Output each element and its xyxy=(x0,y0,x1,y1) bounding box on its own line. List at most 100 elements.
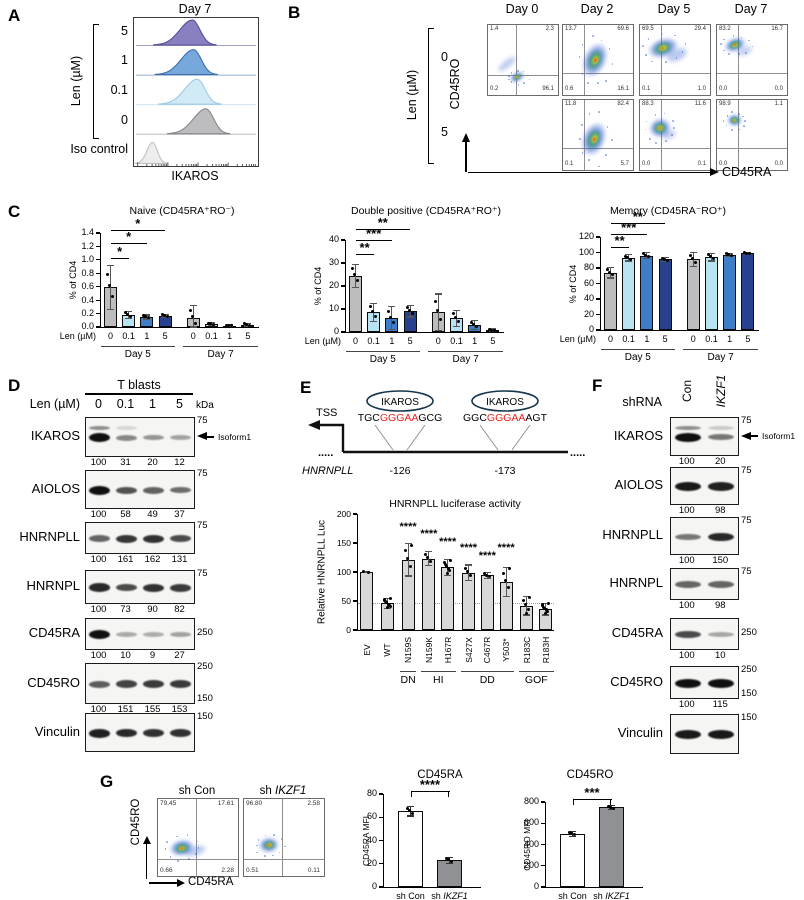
speckle xyxy=(726,115,729,117)
data-dot xyxy=(544,612,548,616)
data-dot xyxy=(193,321,197,325)
day-header: Day 0 xyxy=(505,2,539,16)
data-dot xyxy=(405,306,409,310)
quant-number: 131 xyxy=(171,554,188,565)
y-tick-label: 1.4 xyxy=(81,227,94,238)
speckle xyxy=(264,855,266,857)
error-cap xyxy=(363,571,370,574)
blot-hnrnpll xyxy=(670,517,739,555)
speckle xyxy=(720,43,722,45)
speckle xyxy=(751,45,754,48)
quant-number: 73 xyxy=(120,604,131,615)
sig-stars: **** xyxy=(497,542,515,555)
quad-value-bl: 0.0 xyxy=(719,161,728,167)
data-dot xyxy=(367,570,370,574)
diagram-text: ..... xyxy=(318,447,333,459)
y-tick-label: 0.0 xyxy=(81,321,94,332)
quad-value-tr: 2.3 xyxy=(545,26,554,32)
error-bar xyxy=(526,596,528,615)
error-cap xyxy=(607,266,614,268)
diagram-text: IKAROS xyxy=(381,397,419,408)
blot-vinculin xyxy=(670,714,739,754)
text-part: sh xyxy=(593,891,606,900)
bar xyxy=(604,272,617,330)
sig-line xyxy=(110,257,129,260)
data-dot xyxy=(542,605,546,609)
data-dot xyxy=(660,256,664,260)
y-tick-label: 0 xyxy=(333,326,339,337)
y-tick-label: 0 xyxy=(588,324,594,335)
data-dot xyxy=(607,804,610,808)
data-dot xyxy=(662,257,666,261)
kda-marker: 150 xyxy=(197,711,213,722)
flow-plot-b: 69.5 29.4 0.1 1.0 xyxy=(639,24,711,96)
y-tick-label: 200 xyxy=(336,508,351,519)
data-dot xyxy=(433,299,437,303)
kda-marker: 75 xyxy=(741,566,752,577)
sig-line xyxy=(610,247,629,249)
bar xyxy=(398,811,423,887)
quad-value-br: 16.1 xyxy=(617,86,629,92)
blot-cd45ra xyxy=(85,618,195,650)
data-dot xyxy=(408,809,411,813)
blot-row-label: Vinculin xyxy=(34,723,80,739)
sig-stars: * xyxy=(117,243,123,259)
x-tick-label: 0 xyxy=(107,331,114,341)
sig-stars: ** xyxy=(614,233,625,249)
sig-stars: * xyxy=(126,229,132,245)
speckle xyxy=(605,80,607,82)
day-header: Day 2 xyxy=(580,2,614,16)
quadrant-vline xyxy=(738,100,739,170)
y-tick-label: 1.2 xyxy=(81,240,94,251)
data-dot xyxy=(484,573,488,577)
quadrant-hline xyxy=(640,72,710,74)
speckle xyxy=(272,854,275,857)
day-header: Day 7 xyxy=(734,2,768,16)
quant-number: 100 xyxy=(90,509,107,520)
binding-sequence: GGCGGGAAAGT xyxy=(463,412,548,424)
y-tick xyxy=(96,299,100,301)
band xyxy=(674,730,701,740)
data-dot xyxy=(745,251,749,255)
data-dot xyxy=(644,253,648,257)
flow-title: sh IKZF1 xyxy=(260,785,307,797)
blot-row-label: HNRNPL xyxy=(609,575,663,590)
x-tick-label: 5 xyxy=(245,331,251,341)
data-dot xyxy=(162,313,166,317)
error-cap xyxy=(189,326,197,328)
isoform-arrow-tail xyxy=(751,435,758,438)
quant-number: 10 xyxy=(120,650,131,661)
speckle xyxy=(284,845,286,848)
speckle xyxy=(723,38,725,41)
speckle xyxy=(684,43,687,46)
speckle xyxy=(740,36,743,39)
text-part: IKZF1 xyxy=(443,891,468,900)
group-underline xyxy=(100,346,176,348)
speckle xyxy=(528,78,531,81)
panel-f-label: F xyxy=(592,376,603,395)
speckle xyxy=(522,70,525,73)
error-cap xyxy=(744,253,752,256)
quant-number: 100 xyxy=(678,456,695,467)
data-dot xyxy=(730,253,734,257)
y-tick-label: 20 xyxy=(583,308,594,319)
x-tick-label: 5 xyxy=(745,334,751,344)
binding-sequence: TGCGGGAAGCG xyxy=(358,412,443,424)
group-label: DN xyxy=(400,674,416,686)
y-tick xyxy=(596,313,600,316)
data-dot xyxy=(374,314,378,318)
speckle xyxy=(164,848,167,850)
error-cap xyxy=(425,565,433,567)
band xyxy=(708,678,735,688)
blot-row-label: AIOLOS xyxy=(31,480,80,496)
speckle xyxy=(598,111,601,114)
quadrant-hline xyxy=(640,147,710,149)
y-tick xyxy=(96,286,100,288)
group-underline xyxy=(428,351,503,353)
error-cap xyxy=(471,319,479,322)
y-tick-label: 40 xyxy=(328,234,339,245)
data-dot xyxy=(743,251,747,255)
data-dot xyxy=(382,597,386,601)
quad-value-br: 0.0 xyxy=(774,86,783,92)
data-dot xyxy=(230,323,234,327)
